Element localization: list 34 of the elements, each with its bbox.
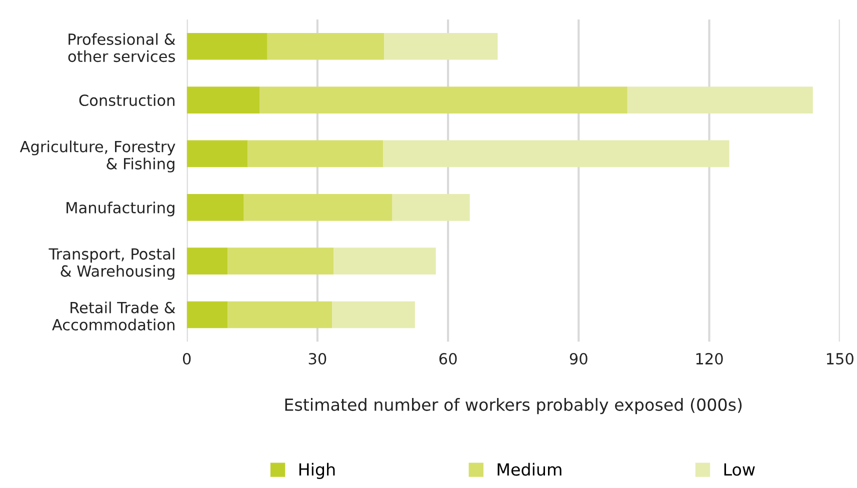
x-tick-label: 0 xyxy=(182,352,191,365)
y-tick-label: Transport, Postal & Warehousing xyxy=(48,248,174,280)
y-tick-label: Professional & other services xyxy=(68,33,176,62)
bar xyxy=(260,86,628,114)
bar xyxy=(186,140,248,168)
legend-label: High xyxy=(299,462,335,480)
x-tick-label: 90 xyxy=(570,352,588,365)
x-tick-label: 30 xyxy=(308,352,326,365)
y-tick-label: Manufacturing xyxy=(66,202,174,216)
bar xyxy=(186,32,268,60)
x-axis-title: Estimated number of workers probably exposed (000s) xyxy=(285,398,742,414)
bar xyxy=(248,140,384,168)
bar xyxy=(186,301,228,328)
y-tick-label: Agriculture, Forestry & Fishing xyxy=(20,140,176,172)
bar xyxy=(383,140,730,168)
bar xyxy=(627,86,813,114)
bar xyxy=(332,301,415,328)
bar xyxy=(228,248,334,274)
bar xyxy=(334,248,436,274)
x-tick-label: 60 xyxy=(439,352,457,365)
y-tick-label: Retail Trade & Accommodation xyxy=(52,302,176,330)
bar xyxy=(228,301,332,328)
bar xyxy=(186,248,228,274)
legend-label: Low xyxy=(724,463,755,476)
bar xyxy=(186,86,260,114)
bar xyxy=(186,194,244,221)
bar xyxy=(244,194,392,221)
x-tick-label: 120 xyxy=(696,352,723,365)
y-tick-label: Construction xyxy=(79,94,174,106)
bar xyxy=(267,32,384,60)
legend-label: Medium xyxy=(498,462,562,476)
x-tick-label: 150 xyxy=(826,352,854,365)
bar xyxy=(384,32,498,60)
bar xyxy=(392,194,470,221)
